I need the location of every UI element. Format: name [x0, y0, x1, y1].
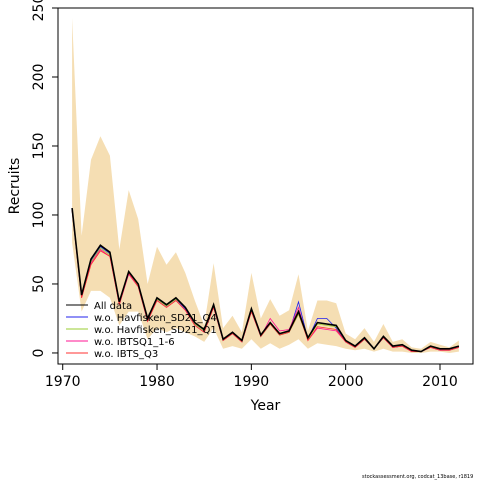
x-tick-label: 1990: [234, 374, 270, 390]
legend-label: All data: [94, 301, 132, 312]
series-layer: [71, 208, 460, 353]
y-tick-label: 50: [31, 275, 47, 293]
y-tick-label: 200: [31, 64, 47, 91]
x-tick-label: 2000: [328, 374, 364, 390]
series-line-1: [71, 208, 460, 353]
legend-label: w.o. IBTS_Q3: [94, 349, 158, 360]
series-line-5: [71, 209, 460, 353]
y-tick-label: 150: [31, 133, 47, 160]
x-axis: 1970 1980 1990 2000 2010: [45, 363, 458, 390]
legend-label: w.o. Havfisken_SD21_Q1: [94, 325, 217, 336]
x-tick-label: 1970: [45, 374, 81, 390]
y-tick-label: 250: [31, 0, 47, 21]
x-tick-label: 2010: [422, 374, 458, 390]
y-axis-title: Recruits: [7, 158, 23, 215]
legend-label: w.o. IBTSQ1_1-6: [94, 337, 175, 348]
confidence-band: [72, 17, 459, 353]
confidence-band-layer: [72, 17, 459, 353]
y-tick-label: 100: [31, 202, 47, 229]
x-axis-title: Year: [250, 398, 281, 414]
y-axis: 0 50 100 150 200 250: [31, 0, 59, 358]
legend-label: w.o. Havfisken_SD21_Q4: [94, 313, 217, 324]
x-tick-label: 1980: [139, 374, 175, 390]
y-tick-label: 0: [31, 349, 47, 358]
footer-credit: stockassessment.org, codcat_13base, r181…: [362, 474, 474, 480]
